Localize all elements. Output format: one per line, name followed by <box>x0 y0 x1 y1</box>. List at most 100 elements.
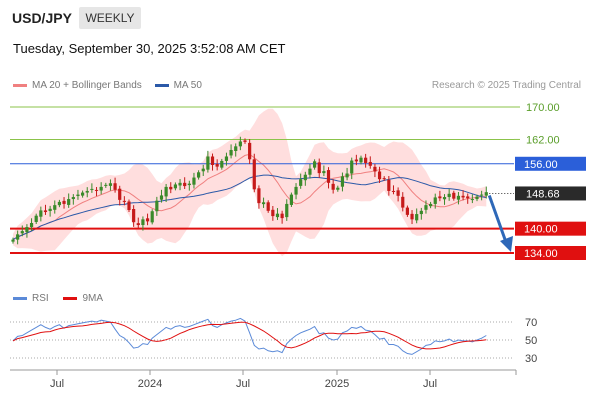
x-tick-label: Jul <box>423 378 437 390</box>
rsi-line <box>12 317 487 355</box>
candle-body <box>57 201 61 206</box>
level-label-134.00: 134.00 <box>524 248 558 260</box>
candle-body <box>145 218 150 222</box>
ma20-swatch <box>13 83 27 87</box>
candle-body <box>299 179 303 186</box>
candle-body <box>178 182 182 186</box>
candle-body <box>429 203 433 207</box>
x-tick-label: 2025 <box>325 378 349 390</box>
level-tag-156.00 <box>515 156 586 171</box>
candle-body <box>368 161 372 166</box>
candle-body <box>164 186 168 197</box>
candle-body <box>340 176 345 187</box>
candle-body <box>396 190 400 196</box>
candle-body <box>257 188 261 204</box>
candle-body <box>484 192 488 196</box>
forecast-arrow-shaft <box>487 194 509 246</box>
candle-body <box>43 210 48 213</box>
candle-body <box>206 156 210 170</box>
candle-body <box>424 205 428 210</box>
candles <box>11 136 488 245</box>
candle-body <box>34 215 38 222</box>
candle-body <box>345 173 349 178</box>
candle-body <box>373 166 377 172</box>
candle-body <box>183 182 187 187</box>
candle-body <box>25 227 29 233</box>
x-tick-label: 2024 <box>138 378 162 390</box>
candle-body <box>192 177 196 185</box>
credit-text: Research © 2025 Trading Central <box>431 80 581 91</box>
candle-body <box>99 186 103 191</box>
candle-body <box>377 171 382 180</box>
level-tag-140.00 <box>515 221 586 236</box>
datetime-label: Tuesday, September 30, 2025 3:52:08 AM C… <box>13 41 286 56</box>
candle-body <box>187 183 191 186</box>
candle-body <box>248 142 252 160</box>
candle-body <box>387 179 391 191</box>
level-label-140.00: 140.00 <box>524 224 558 236</box>
rsi-level-label-70: 70 <box>525 317 537 329</box>
legend-ma20: MA 20 + Bollinger Bands <box>32 80 142 91</box>
candle-body <box>11 239 15 242</box>
candle-body <box>480 194 484 196</box>
legend-rsi-ma: 9MA <box>82 293 104 304</box>
candle-body <box>67 199 71 205</box>
candle-body <box>118 188 122 200</box>
x-tick-label: Jul <box>236 378 250 390</box>
candle-body <box>285 203 289 218</box>
candle-body <box>322 171 326 174</box>
candle-body <box>155 200 159 212</box>
candle-body <box>243 140 247 142</box>
candle-body <box>313 161 317 168</box>
candle-body <box>234 146 238 152</box>
candle-body <box>350 160 354 174</box>
rsi-swatch <box>13 296 27 300</box>
candle-body <box>461 195 465 198</box>
forecast-arrow-head <box>500 236 513 252</box>
candle-body <box>150 211 154 223</box>
candle-body <box>271 209 275 217</box>
candle-body <box>108 183 113 186</box>
candle-body <box>433 197 437 204</box>
candle-body <box>48 208 52 212</box>
candle-body <box>470 199 474 201</box>
candle-body <box>238 141 242 147</box>
candle-body <box>419 210 423 215</box>
candle-body <box>169 186 173 190</box>
candle-body <box>141 219 145 226</box>
candle-body <box>266 202 270 211</box>
candle-body <box>452 192 456 199</box>
candle-body <box>442 197 447 200</box>
candle-body <box>229 149 233 156</box>
candle-body <box>364 157 368 163</box>
level-label-156.00: 156.00 <box>524 159 558 171</box>
candle-body <box>475 196 479 200</box>
candle-body <box>173 184 177 189</box>
candle-body <box>81 192 85 196</box>
rsi-level-label-50: 50 <box>525 335 537 347</box>
candle-body <box>159 195 164 200</box>
candle-body <box>85 190 89 193</box>
candle-body <box>354 159 358 162</box>
ma50-swatch <box>154 83 169 87</box>
bollinger-band <box>13 108 487 257</box>
candle-body <box>104 184 108 186</box>
timeframe-button[interactable]: WEEKLY <box>79 7 141 29</box>
level-tag-134.00 <box>515 246 586 260</box>
candle-body <box>275 213 280 218</box>
timeframe-label: WEEKLY <box>85 11 135 25</box>
rsi-ma-swatch <box>63 296 78 300</box>
ma50-line <box>12 174 487 241</box>
candle-body <box>415 214 419 221</box>
candle-body <box>127 201 131 211</box>
candle-body <box>317 162 321 174</box>
candle-body <box>20 231 24 234</box>
candle-body <box>401 196 405 208</box>
candle-body <box>456 195 461 200</box>
candle-body <box>132 208 136 223</box>
candle-body <box>90 188 94 190</box>
candle-body <box>16 234 20 240</box>
x-tick-label: Jul <box>50 378 64 390</box>
